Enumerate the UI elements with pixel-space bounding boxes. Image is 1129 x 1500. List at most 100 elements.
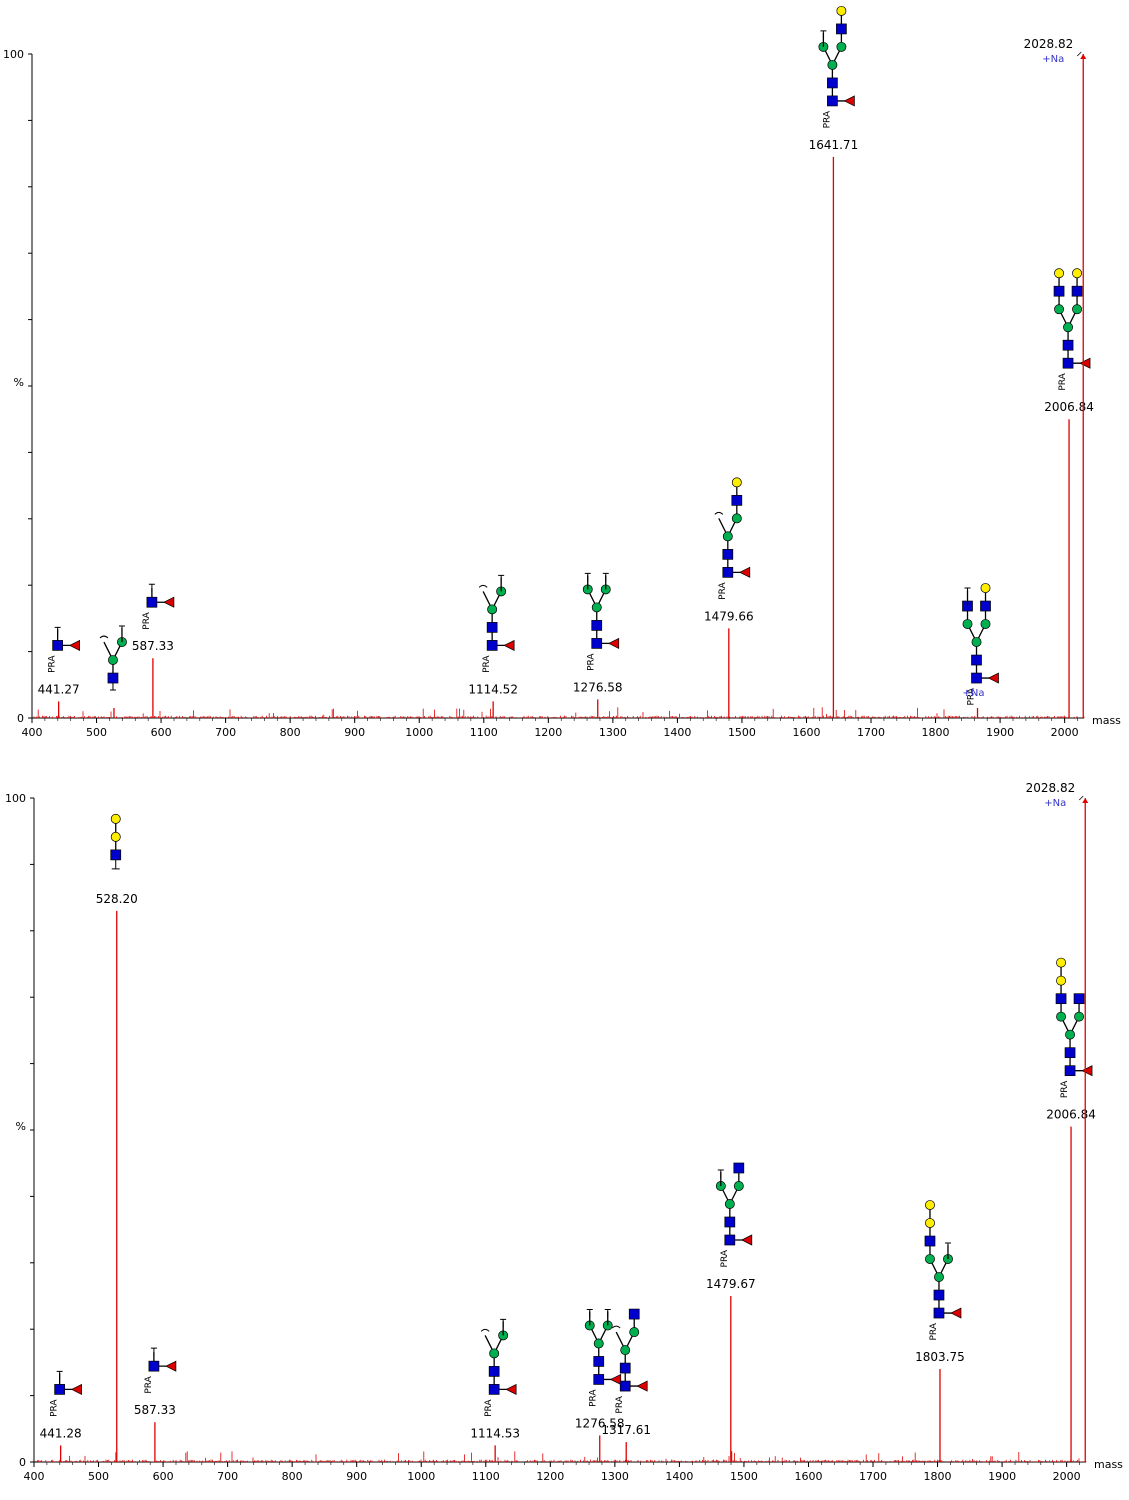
mannose-residue — [629, 1327, 640, 1338]
x-tick-label: 1600 — [794, 1470, 822, 1483]
glcnac-residue — [1064, 1065, 1076, 1077]
mannose-residue — [591, 602, 602, 613]
glcnac-residue — [146, 596, 158, 608]
x-tick-label: 800 — [282, 1470, 303, 1483]
mannose-residue — [108, 655, 118, 665]
glcnac-residue — [733, 1162, 745, 1174]
galactose-residue — [731, 477, 742, 488]
glycan-structure-icon — [110, 813, 122, 870]
mannose-residue — [731, 513, 742, 524]
mannose-residue — [620, 1345, 631, 1356]
adduct-label: +Na — [1042, 54, 1064, 65]
x-tick-label: 900 — [346, 1470, 367, 1483]
y-tick-label: 100 — [3, 48, 24, 61]
x-tick-label: 600 — [153, 1470, 174, 1483]
galactose-residue — [110, 831, 121, 842]
glcnac-residue — [593, 1356, 605, 1367]
fucose-residue — [68, 639, 80, 651]
fucose-residue — [505, 1383, 517, 1395]
peak-label: 1276.58 — [575, 1416, 625, 1430]
mannose-residue — [934, 1272, 944, 1282]
glcnac-residue — [54, 1384, 65, 1395]
y-axis-label: % — [16, 1120, 26, 1133]
x-tick-label: 1900 — [988, 1470, 1016, 1483]
x-tick-label: 1300 — [601, 1470, 629, 1483]
x-tick-label: 1900 — [986, 726, 1014, 739]
glcnac-residue — [488, 1366, 500, 1377]
peak-label: 2006.84 — [1046, 1108, 1096, 1122]
glycan-structure-icon: PRA — [818, 5, 855, 128]
x-tick-label: 1700 — [857, 726, 885, 739]
terminal-stub — [611, 1325, 621, 1329]
terminal-stub — [480, 1328, 490, 1332]
mannose-residue — [487, 604, 498, 615]
peak-label: 1479.67 — [706, 1277, 756, 1291]
glcnac-residue — [971, 672, 982, 684]
fucose-residue — [607, 637, 620, 649]
mannose-residue — [925, 1254, 935, 1264]
spectrum-panel-2: 1000%400 500 600 700 800 900 1000 1100 1200 1300 1… — [5, 781, 1123, 1483]
x-tick-label: 1000 — [407, 1470, 435, 1483]
fucose-residue — [163, 596, 175, 608]
pra-tag-label: PRA — [822, 110, 832, 128]
terminal-stub — [602, 572, 609, 582]
glcnac-residue — [488, 1384, 500, 1395]
x-tick-label: 500 — [86, 726, 107, 739]
glcnac-residue — [722, 567, 734, 578]
pra-tag-label: PRA — [718, 582, 728, 600]
x-tick-label: 1100 — [472, 1470, 500, 1483]
glcnac-residue — [731, 495, 743, 506]
x-tick-label: 1500 — [730, 1470, 758, 1483]
terminal-stub — [964, 587, 971, 597]
peak-label: 2006.84 — [1044, 400, 1094, 414]
peak-label: 1276.58 — [573, 680, 623, 694]
x-tick-label: 1400 — [663, 726, 691, 739]
peak-label: 1641.71 — [809, 138, 859, 152]
peak-label: 1479.66 — [704, 609, 754, 623]
baseline-noise — [33, 707, 1085, 718]
glcnac-residue — [1071, 285, 1083, 297]
mannose-residue — [980, 619, 991, 629]
spectrum-panel-1: 1000%400 500 600 700 800 900 1000 1100 1200 1300 1… — [3, 5, 1121, 739]
fucose-residue — [741, 1234, 753, 1246]
pra-tag-label: PRA — [1058, 372, 1068, 390]
peak-clip-arrow — [1080, 54, 1087, 59]
glcnac-residue — [619, 1380, 631, 1392]
x-tick-label: 1200 — [534, 726, 562, 739]
label-leader — [1076, 51, 1082, 57]
pra-tag-label: PRA — [48, 655, 58, 673]
terminal-stub — [820, 30, 827, 39]
galactose-residue — [836, 5, 847, 16]
glycan-structure-icon: PRA — [1055, 957, 1093, 1098]
fucose-residue — [987, 672, 999, 684]
fucose-residue — [609, 1373, 622, 1386]
peak-label: 2028.82 — [1024, 37, 1074, 51]
terminal-stub — [586, 1308, 593, 1318]
pra-tag-label: PRA — [967, 687, 977, 705]
mannose-residue — [722, 531, 733, 542]
glycan-structure-icon: PRA — [924, 1200, 962, 1341]
x-tick-label: 1200 — [536, 1470, 564, 1483]
fucose-residue — [503, 639, 515, 651]
galactose-residue — [925, 1218, 935, 1228]
x-tick-label: 1000 — [405, 726, 433, 739]
fucose-residue — [165, 1360, 177, 1372]
glycan-structure-icon: PRA — [715, 1162, 753, 1267]
x-tick-label: 400 — [22, 726, 43, 739]
pra-tag-label: PRA — [144, 1375, 154, 1393]
peak-label: 587.33 — [132, 639, 174, 653]
fucose-residue — [1081, 1065, 1093, 1077]
peak-label: 441.27 — [38, 682, 80, 696]
glcnac-residue — [628, 1308, 640, 1320]
glycan-structure-icon — [99, 625, 127, 691]
mannose-residue — [1065, 1029, 1076, 1040]
fucose-residue — [1079, 357, 1091, 369]
x-tick-label: 400 — [24, 1470, 45, 1483]
glcnac-residue — [836, 23, 847, 35]
fucose-residue — [636, 1380, 648, 1392]
x-tick-label: 800 — [280, 726, 301, 739]
glycan-structure-icon: PRA — [48, 626, 80, 673]
adduct-label: +Na — [1044, 798, 1066, 809]
mannose-residue — [1054, 304, 1065, 315]
